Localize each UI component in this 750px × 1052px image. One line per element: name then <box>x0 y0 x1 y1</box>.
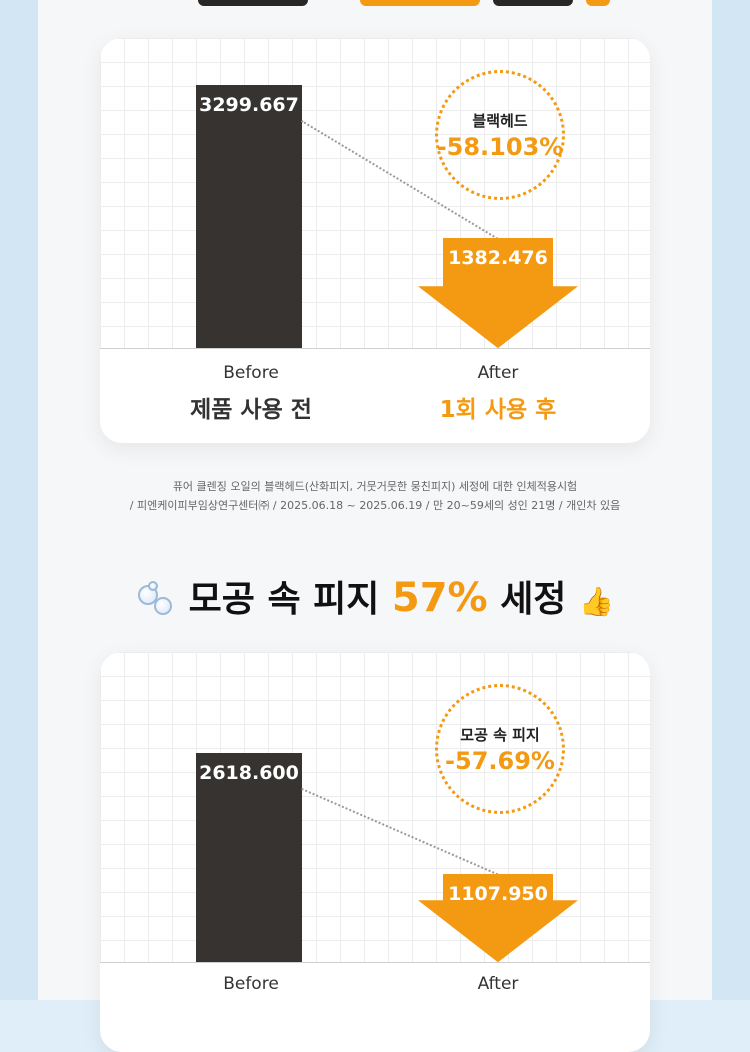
chart-baseline <box>100 962 650 963</box>
x-label-after: After <box>477 363 519 383</box>
x-label-before: Before <box>223 974 279 994</box>
chart-baseline <box>100 348 650 349</box>
after-arrow <box>418 873 578 962</box>
study-note-line1: 퓨어 클렌징 오일의 블랙헤드(산화피지, 거뭇거뭇한 뭉친피지) 세정에 대한… <box>172 480 578 493</box>
after-arrow <box>418 237 578 348</box>
x-label-before: Before <box>223 363 279 383</box>
x-label-after: After <box>477 974 519 994</box>
chart-card-blackhead: 3299.667 블랙헤드 -58.103% 1382.476 Before A… <box>100 38 650 443</box>
after-value-label: 1107.950 <box>448 882 548 905</box>
heading-text: 모공 속 피지 <box>188 579 380 620</box>
right-margin <box>712 0 750 1000</box>
after-value-label: 1382.476 <box>448 246 548 269</box>
chart-card-pore-sebum: 2618.600 모공 속 피지 -57.69% 1107.950 Before… <box>100 652 650 1052</box>
change-label: 모공 속 피지 <box>460 725 540 744</box>
before-value-label: 2618.600 <box>199 762 299 785</box>
x-label-before-ko: 제품 사용 전 <box>190 397 312 423</box>
x-label-after-ko: 1회 사용 후 <box>439 397 557 423</box>
change-percent: -57.69% <box>445 746 555 775</box>
heading-percent: 57% <box>391 575 488 621</box>
cropped-heading <box>38 0 712 10</box>
change-badge: 블랙헤드 -58.103% <box>435 70 565 200</box>
study-note: 퓨어 클렌징 오일의 블랙헤드(산화피지, 거뭇거뭇한 뭉친피지) 세정에 대한… <box>38 477 712 515</box>
left-margin <box>0 0 38 1000</box>
section-heading: 모공 속 피지 57% 세정 👍 <box>38 570 712 622</box>
bubbles-icon <box>136 581 176 615</box>
change-badge: 모공 속 피지 -57.69% <box>435 684 565 814</box>
change-percent: -58.103% <box>436 132 564 161</box>
before-bar <box>196 85 302 348</box>
page: 3299.667 블랙헤드 -58.103% 1382.476 Before A… <box>38 0 712 1052</box>
before-bar <box>196 753 302 962</box>
study-note-line2: / 피엔케이피부임상연구센터㈜ / 2025.06.18 ~ 2025.06.1… <box>129 499 621 512</box>
before-value-label: 3299.667 <box>199 94 299 116</box>
thumbs-up-icon: 👍 <box>578 585 614 618</box>
heading-text-end: 세정 <box>500 579 567 620</box>
change-label: 블랙헤드 <box>472 111 528 130</box>
